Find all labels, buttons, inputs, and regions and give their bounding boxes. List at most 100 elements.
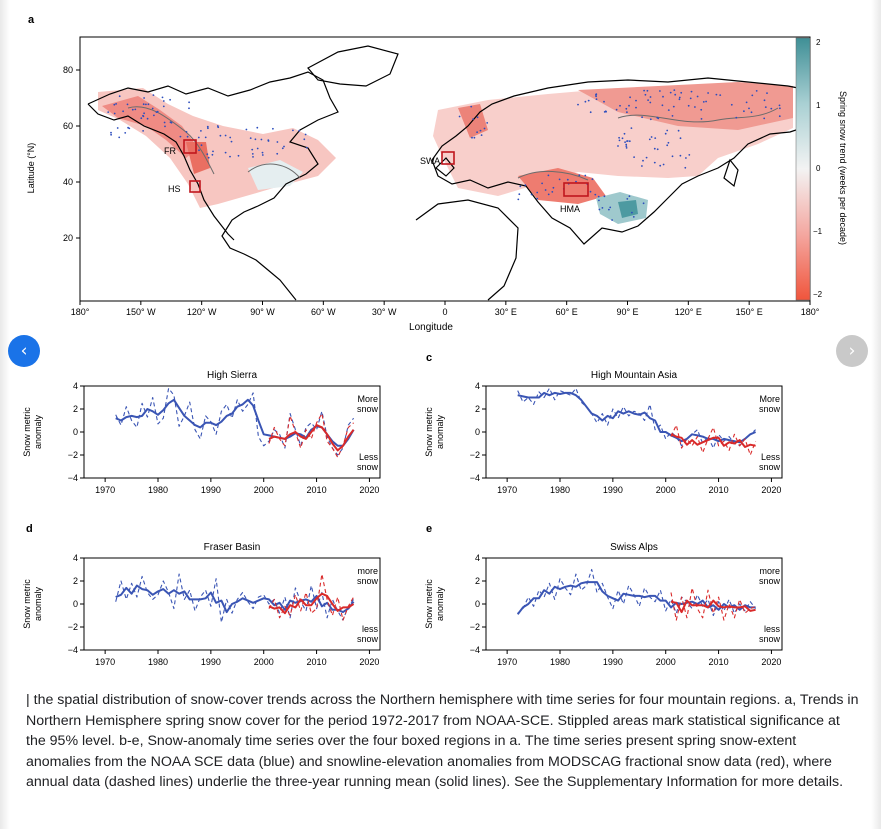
stipple-dot [677,129,680,132]
stipple-dot [700,118,703,120]
stipple-dot [142,103,145,106]
stipple-dot [604,110,607,113]
stipple-dot [678,98,681,101]
stipple-dot [483,127,486,130]
stipple-dot [625,145,628,148]
fraser-basin-chart: Fraser Basin 4 2 0 −2 −4 1970 1980 1990 2000 2010 2… [22,542,381,667]
running-mean-line [670,433,756,448]
stipple-dot [678,96,681,99]
stipple-dot [229,155,231,158]
less-snow-annotation: less [764,624,781,634]
stipple-dot [276,141,279,143]
stipple-dot [673,89,676,91]
swiss-alps-chart: Swiss Alps 4 2 0 −2 −4 1970 1980 1990 2000 2010 202… [424,542,783,667]
stipple-dot [619,104,621,107]
y-tick-label: 2 [475,576,480,586]
stipple-dot [730,103,733,106]
stipple-dot [552,186,555,189]
lon-tick: 30° W [372,307,397,317]
chart-title: High Mountain Asia [591,370,678,381]
stipple-dot [666,129,669,132]
x-tick-label: 2020 [761,657,781,667]
stipple-dot [162,100,165,102]
x-tick-label: 2010 [709,657,729,667]
x-tick-label: 2000 [254,657,274,667]
stipple-dot [643,89,645,92]
alaska-strong-decline [102,96,198,158]
y-tick-label: −4 [470,645,480,655]
x-tick-label: 1990 [603,485,623,495]
y-axis-label: anomaly [435,414,445,449]
lon-tick: 0 [442,307,447,317]
next-figure-button[interactable]: › [836,335,868,367]
stipple-dot [705,100,707,103]
stipple-dot [186,135,189,138]
stipple-dot [207,156,210,159]
stipple-dot [254,138,257,141]
stipple-dot [626,111,628,114]
stipple-dot [628,140,631,143]
lon-tick: 120° W [187,307,217,317]
lon-tick: 180° [71,307,90,317]
stipple-dot [646,89,649,92]
stipple-dot [224,134,227,137]
stipple-dot [625,107,628,110]
right-edge-shade [871,0,881,829]
x-tick-label: 2010 [709,485,729,495]
stipple-dot [281,147,284,150]
region-labels: FR HS SWA HMA [164,146,580,214]
lat-tick: 80 [63,65,73,75]
stipple-dot [674,93,677,96]
contour-line [617,107,779,123]
more-snow-annotation: snow [357,576,379,586]
y-tick-label: 2 [73,576,78,586]
running-mean-line [268,592,355,615]
stipple-dot [458,115,461,118]
stipple-dot [751,94,754,97]
stipple-dot [547,193,550,196]
previous-figure-button[interactable]: ‹ [8,335,40,367]
significance-stippling [107,89,781,221]
x-tick-label: 2020 [359,485,379,495]
stipple-dot [480,134,483,136]
stipple-dot [116,127,119,129]
y-tick-label: 0 [73,427,78,437]
x-tick-label: 2000 [254,485,274,495]
stipple-dot [146,117,149,120]
stipple-dot [251,148,254,151]
stipple-dot [198,149,200,152]
stipple-dot [530,193,533,196]
y-tick-label: 4 [475,553,480,563]
stipple-dot [486,122,489,124]
stipple-dot [659,164,662,167]
stipple-dot [603,100,605,103]
stipple-dot [536,191,539,194]
stipple-dot [110,133,112,136]
stipple-dot [541,182,543,185]
lon-tick: 120° E [675,307,702,317]
x-tick-label: 2010 [307,657,327,667]
stipple-dot [690,90,693,93]
panel-c-letter: c [426,352,433,364]
stipple-dot [679,154,682,157]
stipple-dot [624,141,626,144]
x-tick-label: 2010 [307,485,327,495]
stipple-dot [547,174,550,177]
stipple-dot [131,108,134,111]
stipple-dot [649,101,652,104]
chevron-left-icon: ‹ [20,340,28,361]
stipple-dot [153,114,155,117]
stipple-dot [687,104,690,107]
lon-tick: 150° W [126,307,156,317]
stipple-dot [626,140,628,143]
stipple-dot [597,195,600,198]
region-label-hs: HS [168,184,181,194]
stipple-dot [558,178,561,181]
y-tick-label: −4 [68,645,78,655]
stipple-dot [664,132,667,135]
latitude-axis-label: Latitude (°N) [26,143,36,194]
stipple-dot [628,195,631,198]
more-snow-annotation: snow [759,576,781,586]
y-axis-label: Snow metric [424,579,434,629]
stipple-dot [143,112,145,115]
